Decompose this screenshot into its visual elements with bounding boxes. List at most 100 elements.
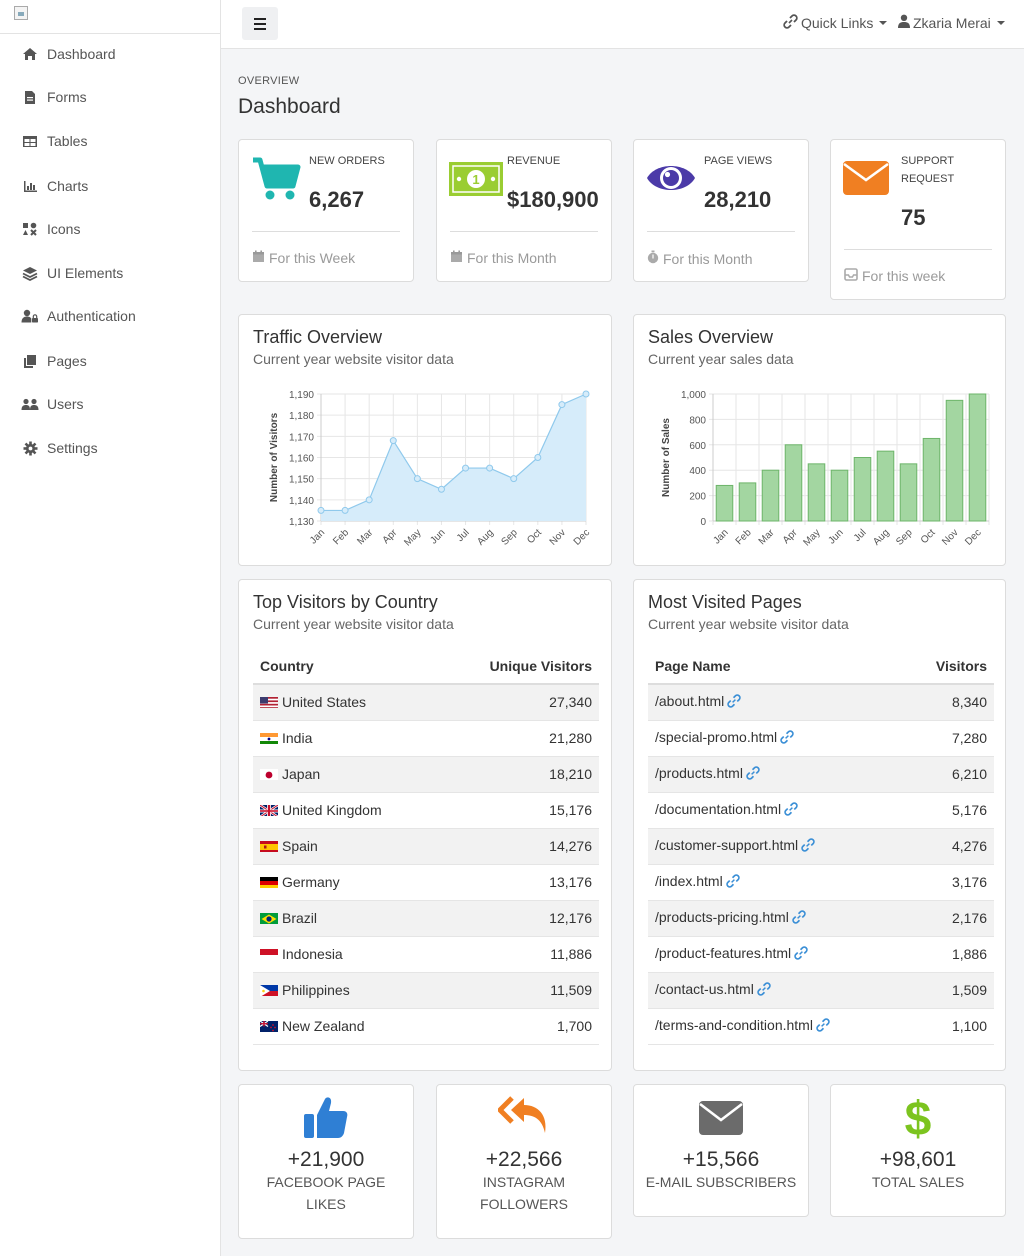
flag-jp-icon xyxy=(260,768,278,780)
social-stat-value: +98,601 xyxy=(879,1148,957,1171)
caret-down-icon xyxy=(879,21,888,25)
external-link-icon[interactable] xyxy=(757,982,771,999)
svg-text:$: $ xyxy=(905,1095,932,1141)
page-name-cell: /products-pricing.html xyxy=(648,899,906,936)
external-link-icon[interactable] xyxy=(780,730,794,747)
x-tick-label: Sep xyxy=(894,527,915,548)
x-tick-label: Oct xyxy=(919,527,938,546)
sidebar-item-label: Settings xyxy=(47,440,98,456)
y-tick-label: 600 xyxy=(689,441,706,452)
sidebar-item-pages[interactable]: Pages xyxy=(20,350,87,372)
sidebar-item-icons[interactable]: Icons xyxy=(20,218,80,240)
table-row: /terms-and-condition.html 1,100 xyxy=(648,1007,994,1045)
country-name: Philippines xyxy=(282,982,350,998)
sales-overview-panel: Sales Overview Current year sales data 0… xyxy=(633,314,1006,566)
page-name-cell: /customer-support.html xyxy=(648,827,906,864)
inbox-icon xyxy=(844,268,858,284)
x-tick-label: Jul xyxy=(455,527,472,544)
unique-visitors-cell: 27,340 xyxy=(439,683,599,720)
x-tick-label: Jun xyxy=(826,527,845,546)
sidebar-item-settings[interactable]: Settings xyxy=(20,437,98,459)
table-row: United States 27,340 xyxy=(253,683,599,720)
y-axis-title: Number of Sales xyxy=(661,418,672,497)
flag-nz-icon xyxy=(260,1020,278,1032)
sidebar-item-forms[interactable]: Forms xyxy=(20,86,87,108)
table-row: Indonesia 11,886 xyxy=(253,935,599,972)
pages-table: Page Name Visitors /about.html 8,340/spec… xyxy=(648,648,994,1045)
sidebar-item-tables[interactable]: Tables xyxy=(20,130,87,152)
link-icon xyxy=(783,14,798,32)
table-row: United Kingdom 15,176 xyxy=(253,791,599,828)
unique-visitors-cell: 1,700 xyxy=(439,1007,599,1045)
table-row: /documentation.html 5,176 xyxy=(648,791,994,828)
external-link-icon[interactable] xyxy=(816,1018,830,1035)
bar xyxy=(784,444,803,522)
country-name: United States xyxy=(282,694,367,711)
countries-table: Country Unique Visitors United States 27,… xyxy=(253,648,599,1045)
x-tick-label: Oct xyxy=(525,527,544,546)
column-header-country[interactable]: Country xyxy=(253,648,440,685)
external-link-icon[interactable] xyxy=(746,766,760,783)
quick-links-dropdown[interactable]: Quick Links xyxy=(783,14,888,32)
social-stat-label: FACEBOOK PAGE xyxy=(266,1174,386,1190)
menu-toggle-button[interactable] xyxy=(242,7,278,40)
dollar-icon: $ xyxy=(903,1093,933,1146)
visitors-cell: 3,176 xyxy=(905,863,994,900)
flag-ph-icon xyxy=(260,984,278,996)
sidebar-item-authentication[interactable]: Authentication xyxy=(20,305,136,327)
external-link-icon[interactable] xyxy=(792,910,806,927)
sidebar-item-charts[interactable]: Charts xyxy=(20,175,88,197)
user-menu-dropdown[interactable]: Zkaria Merai xyxy=(898,14,1005,31)
column-header-unique-visitors[interactable]: Unique Visitors xyxy=(439,648,599,685)
x-tick-label: May xyxy=(801,527,822,548)
sidebar-item-ui-elements[interactable]: UI Elements xyxy=(20,262,123,284)
sidebar-item-dashboard[interactable]: Dashboard xyxy=(20,43,116,65)
envelope-icon xyxy=(699,1101,743,1140)
x-tick-label: Feb xyxy=(331,527,351,547)
country-name: India xyxy=(282,730,313,746)
external-link-icon[interactable] xyxy=(801,838,815,855)
unique-visitors-cell: 15,176 xyxy=(439,791,599,828)
file-icon xyxy=(20,90,40,105)
page-name: /contact-us.html xyxy=(655,981,754,997)
sidebar-item-users[interactable]: Users xyxy=(20,393,84,415)
external-link-icon[interactable] xyxy=(725,874,740,891)
external-link-icon[interactable] xyxy=(727,694,741,711)
social-stat-value: +15,566 xyxy=(682,1148,760,1171)
stat-footer-text: For this Month xyxy=(663,250,753,267)
country-cell: Indonesia xyxy=(253,935,440,972)
page-name: /special-promo.html xyxy=(655,729,778,745)
x-tick-label: Mar xyxy=(355,527,375,547)
table-row: Brazil 12,176 xyxy=(253,899,599,936)
page-name-cell: /special-promo.html xyxy=(648,719,906,756)
external-link-icon[interactable] xyxy=(784,802,798,819)
column-header-visitors[interactable]: Visitors xyxy=(905,648,994,685)
sidebar-item-label: Charts xyxy=(47,178,89,194)
data-point xyxy=(510,475,518,483)
stat-footer: For this Week xyxy=(252,250,355,266)
x-tick-label: Jun xyxy=(428,527,447,546)
y-tick-label: 1,170 xyxy=(289,432,314,443)
unique-visitors-cell: 11,509 xyxy=(439,971,599,1008)
external-link-icon[interactable] xyxy=(794,946,808,963)
table-row: New Zealand 1,700 xyxy=(253,1007,599,1045)
most-visited-pages-panel: Most Visited Pages Current year website … xyxy=(633,579,1006,1071)
column-header-page-name[interactable]: Page Name xyxy=(648,648,906,685)
bar xyxy=(922,437,941,522)
table-row: /special-promo.html 7,280 xyxy=(648,719,994,756)
page-name: /customer-support.html xyxy=(655,837,799,853)
unique-visitors-cell: 21,280 xyxy=(439,719,599,756)
table-row: India 21,280 xyxy=(253,719,599,756)
table-row: /customer-support.html 4,276 xyxy=(648,827,994,864)
country-cell: New Zealand xyxy=(253,1007,440,1045)
page-name: /about.html xyxy=(655,693,725,710)
stat-footer-text: For this Month xyxy=(467,250,557,266)
page-name: /documentation.html xyxy=(655,801,782,817)
data-point xyxy=(413,475,421,483)
brand-logo[interactable] xyxy=(0,0,220,34)
stat-card-revenue: 1 REVENUE $180,900 For this Month xyxy=(436,139,612,282)
stat-value: 28,210 xyxy=(704,187,772,212)
stat-label: PAGE VIEWS xyxy=(704,155,773,167)
stat-label: NEW ORDERS xyxy=(309,155,385,167)
x-tick-label: May xyxy=(402,527,423,548)
